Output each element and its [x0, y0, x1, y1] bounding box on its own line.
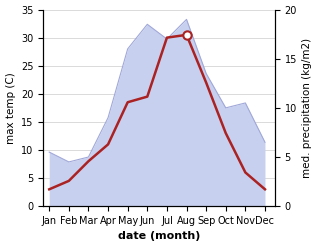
Y-axis label: max temp (C): max temp (C) — [5, 72, 16, 144]
X-axis label: date (month): date (month) — [118, 231, 200, 242]
Y-axis label: med. precipitation (kg/m2): med. precipitation (kg/m2) — [302, 38, 313, 178]
